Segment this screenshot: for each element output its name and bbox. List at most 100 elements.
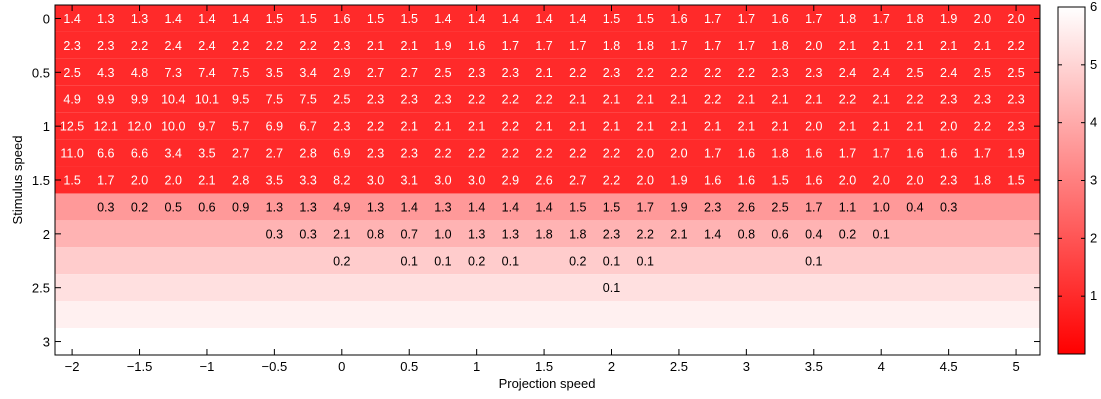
heatmap-row-cell-4	[55, 112, 1040, 140]
cell-value-label: 7.4	[198, 66, 215, 80]
cell-value-label: 2.0	[165, 174, 182, 188]
cell-value-label: 2.1	[738, 93, 755, 107]
cell-value-label: 2.1	[603, 120, 620, 134]
cell-value-label: 3.4	[165, 147, 182, 161]
cell-value-label: 1.7	[535, 39, 552, 53]
cell-value-label: 12.1	[94, 120, 118, 134]
cell-value-label: 0.1	[502, 254, 519, 268]
cell-value-label: 1.5	[63, 174, 80, 188]
cell-value-label: 1.3	[266, 200, 283, 214]
cell-value-label: 4.9	[333, 200, 350, 214]
cell-value-label: 2.5	[333, 93, 350, 107]
cell-value-label: 1.5	[1007, 174, 1024, 188]
y-tick-label: 1	[43, 119, 50, 134]
cell-value-label: 1.7	[839, 147, 856, 161]
cell-value-label: 1.7	[805, 12, 822, 26]
cell-value-label: 3.5	[198, 147, 215, 161]
cell-value-label: 1.4	[535, 200, 552, 214]
cell-value-label: 2.3	[704, 200, 721, 214]
cell-value-label: 4.3	[97, 66, 114, 80]
cell-value-label: 2.5	[771, 200, 788, 214]
cell-value-label: 2.1	[468, 120, 485, 134]
cell-value-label: 0.2	[839, 227, 856, 241]
cell-value-label: 2.2	[569, 147, 586, 161]
cell-value-label: 0.8	[738, 227, 755, 241]
cell-value-label: 2.1	[873, 120, 890, 134]
heatmap-row-cell-7	[55, 193, 1040, 221]
cell-value-label: 1.6	[906, 147, 923, 161]
cell-value-label: 7.5	[299, 93, 316, 107]
cell-value-label: 2.3	[63, 39, 80, 53]
x-tick-label: 2	[608, 359, 615, 374]
cell-value-label: 2.1	[940, 39, 957, 53]
cell-value-label: 2.4	[873, 66, 890, 80]
y-tick-label: 2	[43, 227, 50, 242]
cell-value-label: 9.5	[232, 93, 249, 107]
cell-value-label: 2.2	[603, 147, 620, 161]
colorbar-ticks: 1 2 3 4 5 6	[1058, 0, 1097, 303]
y-axis-ticks: 0 0.5 1 1.5 2 2.5 3	[32, 11, 1040, 350]
cell-value-label: 11.0	[60, 147, 83, 161]
cell-value-label: 2.1	[670, 227, 687, 241]
y-tick-label: 1.5	[32, 173, 50, 188]
cell-value-label: 2.1	[839, 120, 856, 134]
cell-value-label: 0.7	[401, 227, 418, 241]
x-tick-label: 0.5	[400, 359, 418, 374]
cell-value-label: 2.3	[940, 93, 957, 107]
x-tick-label: 4	[878, 359, 885, 374]
cell-value-label: 1.8	[569, 227, 586, 241]
heatmap-row-cell-3	[55, 85, 1040, 113]
x-tick-label: 1.5	[535, 359, 553, 374]
cell-value-label: 1.9	[940, 12, 957, 26]
cell-value-label: 1.3	[97, 12, 114, 26]
cell-value-label: 2.3	[434, 93, 451, 107]
cell-value-label: 6.9	[266, 120, 283, 134]
cell-value-label: 2.3	[333, 120, 350, 134]
x-axis-title: Projection speed	[499, 376, 596, 391]
cell-value-label: 2.2	[839, 93, 856, 107]
colorbar-tick-label: 3	[1090, 173, 1097, 188]
cell-value-label: 2.2	[434, 147, 451, 161]
cell-value-label: 1.8	[771, 39, 788, 53]
colorbar-tick-label: 1	[1090, 288, 1097, 303]
cell-value-label: 2.1	[670, 120, 687, 134]
cell-value-label: 2.7	[569, 174, 586, 188]
cell-value-label: 0.6	[771, 227, 788, 241]
cell-value-label: 7.5	[266, 93, 283, 107]
cell-value-label: 2.1	[401, 39, 418, 53]
cell-value-label: 2.2	[502, 120, 519, 134]
cell-value-label: 1.4	[502, 200, 519, 214]
cell-value-label: 2.1	[974, 39, 991, 53]
cell-value-label: 1.3	[299, 200, 316, 214]
colorbar-tick-label: 6	[1090, 0, 1097, 14]
cell-value-label: 10.0	[161, 120, 185, 134]
cell-value-label: 2.6	[738, 200, 755, 214]
x-tick-label: −0.5	[262, 359, 288, 374]
x-tick-label: 3.5	[805, 359, 823, 374]
cell-value-label: 1.7	[97, 174, 114, 188]
cell-value-label: 12.0	[127, 120, 151, 134]
cell-value-label: 2.2	[704, 66, 721, 80]
cell-value-label: 1.4	[569, 12, 586, 26]
cell-value-label: 1.6	[468, 39, 485, 53]
cell-value-label: 2.3	[502, 66, 519, 80]
heatmap-cell-labels: 1.4 1.3 1.3 1.4 1.4 1.4 1.5 1.5 1.6 1.5 1.5 1.4 1.4 1…	[60, 12, 1025, 295]
cell-value-label: 6.7	[299, 120, 316, 134]
cell-value-label: 7.5	[232, 66, 249, 80]
cell-value-label: 2.9	[333, 66, 350, 80]
cell-value-label: 2.1	[738, 120, 755, 134]
heatmap-row-cell-8	[55, 220, 1040, 248]
cell-value-label: 1.7	[738, 12, 755, 26]
cell-value-label: 1.7	[670, 39, 687, 53]
cell-value-label: 2.4	[839, 66, 856, 80]
cell-value-label: 2.0	[131, 174, 148, 188]
cell-value-label: 1.8	[974, 174, 991, 188]
heatmap-row-cell-1	[55, 31, 1040, 59]
x-tick-label: 4.5	[940, 359, 958, 374]
cell-value-label: 9.9	[131, 93, 148, 107]
cell-value-label: 2.2	[266, 39, 283, 53]
cell-value-label: 2.2	[468, 147, 485, 161]
cell-value-label: 7.3	[165, 66, 182, 80]
cell-value-label: 1.9	[1007, 147, 1024, 161]
cell-value-label: 2.1	[906, 39, 923, 53]
